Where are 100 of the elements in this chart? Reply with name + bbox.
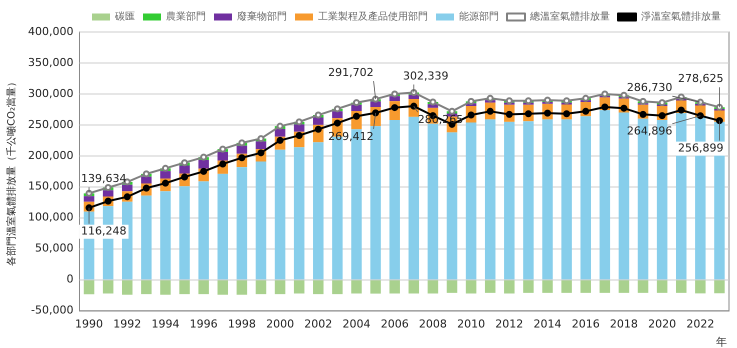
bar	[638, 280, 648, 293]
point	[142, 170, 150, 178]
bar	[408, 280, 420, 294]
bar	[102, 190, 114, 196]
y-tick-label: 250,000	[28, 118, 74, 131]
annotation: 302,339	[403, 69, 449, 82]
annotation: 286,730	[626, 81, 672, 94]
bar	[256, 161, 266, 280]
annotation: 291,702	[328, 66, 374, 79]
point	[429, 98, 436, 106]
bar	[122, 184, 132, 192]
bar	[600, 280, 610, 293]
point	[352, 99, 360, 106]
bar	[218, 280, 228, 295]
bar	[294, 147, 304, 280]
bar	[542, 280, 553, 293]
y-tick-label: 50,000	[34, 242, 74, 255]
bar	[332, 111, 343, 118]
bar	[428, 280, 438, 294]
bar	[600, 110, 610, 280]
bar	[294, 124, 304, 132]
bar	[218, 152, 228, 161]
bar	[198, 181, 209, 280]
bar	[656, 280, 668, 293]
point	[410, 89, 418, 96]
point	[238, 139, 246, 146]
point	[104, 184, 112, 192]
bar	[351, 280, 362, 294]
point	[352, 112, 360, 120]
point	[276, 122, 284, 130]
bar	[256, 280, 266, 294]
bar	[236, 146, 248, 154]
point	[640, 98, 647, 105]
bar	[370, 280, 381, 294]
bar	[274, 150, 286, 280]
point	[468, 98, 475, 105]
bar	[523, 280, 534, 293]
point	[219, 146, 226, 153]
bar	[714, 280, 725, 294]
point	[314, 126, 322, 133]
bar	[561, 280, 572, 293]
bar	[446, 280, 458, 293]
bar	[160, 280, 171, 295]
bar	[466, 122, 476, 280]
legend-label: 廢棄物部門	[237, 10, 287, 23]
annotation: 269,412	[328, 130, 374, 143]
x-tick-label: 2014	[534, 317, 562, 330]
x-tick-label: 2018	[610, 317, 638, 330]
x-tick-label: 1992	[113, 317, 142, 330]
bar	[408, 116, 420, 280]
bar	[389, 280, 400, 294]
bar	[102, 280, 114, 294]
point	[620, 92, 628, 99]
annotation: 139,634	[81, 172, 127, 186]
x-tick-label: 2012	[495, 317, 524, 330]
y-tick-label: 300,000	[28, 86, 74, 100]
point	[162, 164, 169, 172]
bar	[542, 119, 553, 280]
bar	[256, 141, 266, 150]
point	[296, 132, 303, 139]
point	[257, 135, 264, 142]
bar	[504, 122, 515, 280]
y-tick-label: 150,000	[28, 180, 74, 193]
annotation: 116,248	[81, 224, 127, 238]
bar	[179, 280, 190, 294]
x-tick-label: 2020	[648, 317, 676, 330]
point	[314, 112, 322, 119]
annotation: 278,625	[678, 72, 724, 86]
point	[486, 94, 494, 102]
bar	[446, 132, 458, 280]
bar	[504, 280, 515, 294]
point	[544, 96, 552, 104]
bar	[274, 128, 286, 137]
point	[334, 120, 341, 127]
point	[658, 99, 666, 106]
bar	[523, 121, 534, 280]
bar	[561, 119, 572, 280]
legend-label: 總溫室氣體排放量	[529, 10, 610, 23]
legend-label: 能源部門	[459, 10, 499, 23]
bar	[676, 280, 686, 293]
x-tick-label: 2010	[457, 317, 486, 330]
x-tick-label: 1998	[228, 317, 256, 330]
bar	[160, 191, 171, 280]
point	[448, 108, 456, 115]
annotation: 264,896	[626, 124, 672, 138]
bar	[313, 280, 324, 294]
bar	[236, 167, 248, 280]
bar	[84, 196, 94, 202]
y-tick-label: -50,000	[31, 304, 74, 317]
point	[181, 159, 188, 166]
legend-label: 農業部門	[166, 10, 206, 23]
y-tick-label: 400,000	[28, 24, 74, 38]
point	[506, 97, 513, 104]
point	[334, 105, 341, 112]
bar	[141, 176, 152, 184]
y-tick-label: 350,000	[28, 56, 74, 69]
bar	[618, 280, 630, 293]
y-tick-label: 0	[66, 272, 74, 286]
point	[601, 90, 608, 98]
y-tick-label: 200,000	[28, 148, 74, 162]
